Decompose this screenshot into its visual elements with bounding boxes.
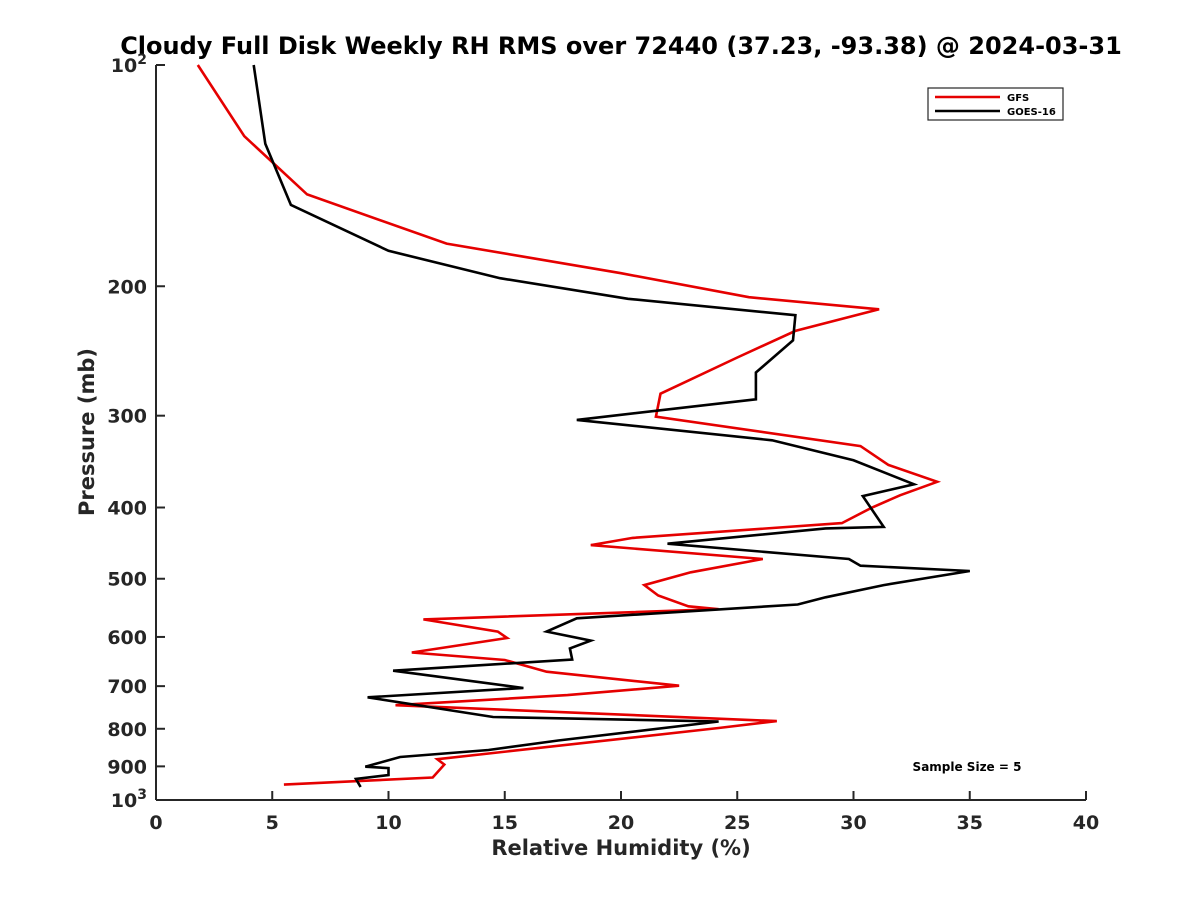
legend-box: [927, 87, 1064, 121]
legend-label-gfs: GFS: [1007, 93, 1029, 104]
x-tick-label: 15: [492, 812, 518, 834]
chart-title: Cloudy Full Disk Weekly RH RMS over 7244…: [120, 32, 1122, 60]
y-tick-label: 102: [111, 52, 147, 77]
y-tick-label: 300: [107, 406, 147, 428]
y-tick-label: 400: [107, 498, 147, 520]
y-tick-label: 600: [107, 627, 147, 649]
y-tick-label: 200: [107, 276, 147, 298]
x-tick-label: 10: [375, 812, 401, 834]
x-tick-label: 30: [840, 812, 866, 834]
x-ticks: 0 5 10 15 20 25 30 35 40: [149, 791, 1099, 834]
y-tick-label: 800: [107, 719, 147, 741]
x-tick-label: 35: [957, 812, 983, 834]
y-tick-label: 700: [107, 676, 147, 698]
x-tick-label: 5: [266, 812, 279, 834]
x-tick-label: 40: [1073, 812, 1099, 834]
series-line-gfs: [196, 64, 942, 786]
legend: GFS GOES-16: [927, 87, 1064, 121]
x-tick-label: 20: [608, 812, 634, 834]
x-tick-label: 25: [724, 812, 750, 834]
x-tick-label: 0: [149, 812, 162, 834]
y-tick-label: 103: [111, 787, 147, 812]
x-axis-label: Relative Humidity (%): [491, 836, 750, 860]
series-line-goes16: [252, 64, 971, 788]
plot-lines: [196, 64, 971, 788]
y-tick-label: 900: [107, 756, 147, 778]
y-tick-label: 500: [107, 569, 147, 591]
y-ticks: 102 200 300 400 500 600 700 800 900 103: [107, 52, 165, 812]
y-axis-label: Pressure (mb): [75, 348, 99, 516]
sample-size-annotation: Sample Size = 5: [913, 760, 1022, 774]
legend-label-goes16: GOES-16: [1007, 107, 1056, 118]
